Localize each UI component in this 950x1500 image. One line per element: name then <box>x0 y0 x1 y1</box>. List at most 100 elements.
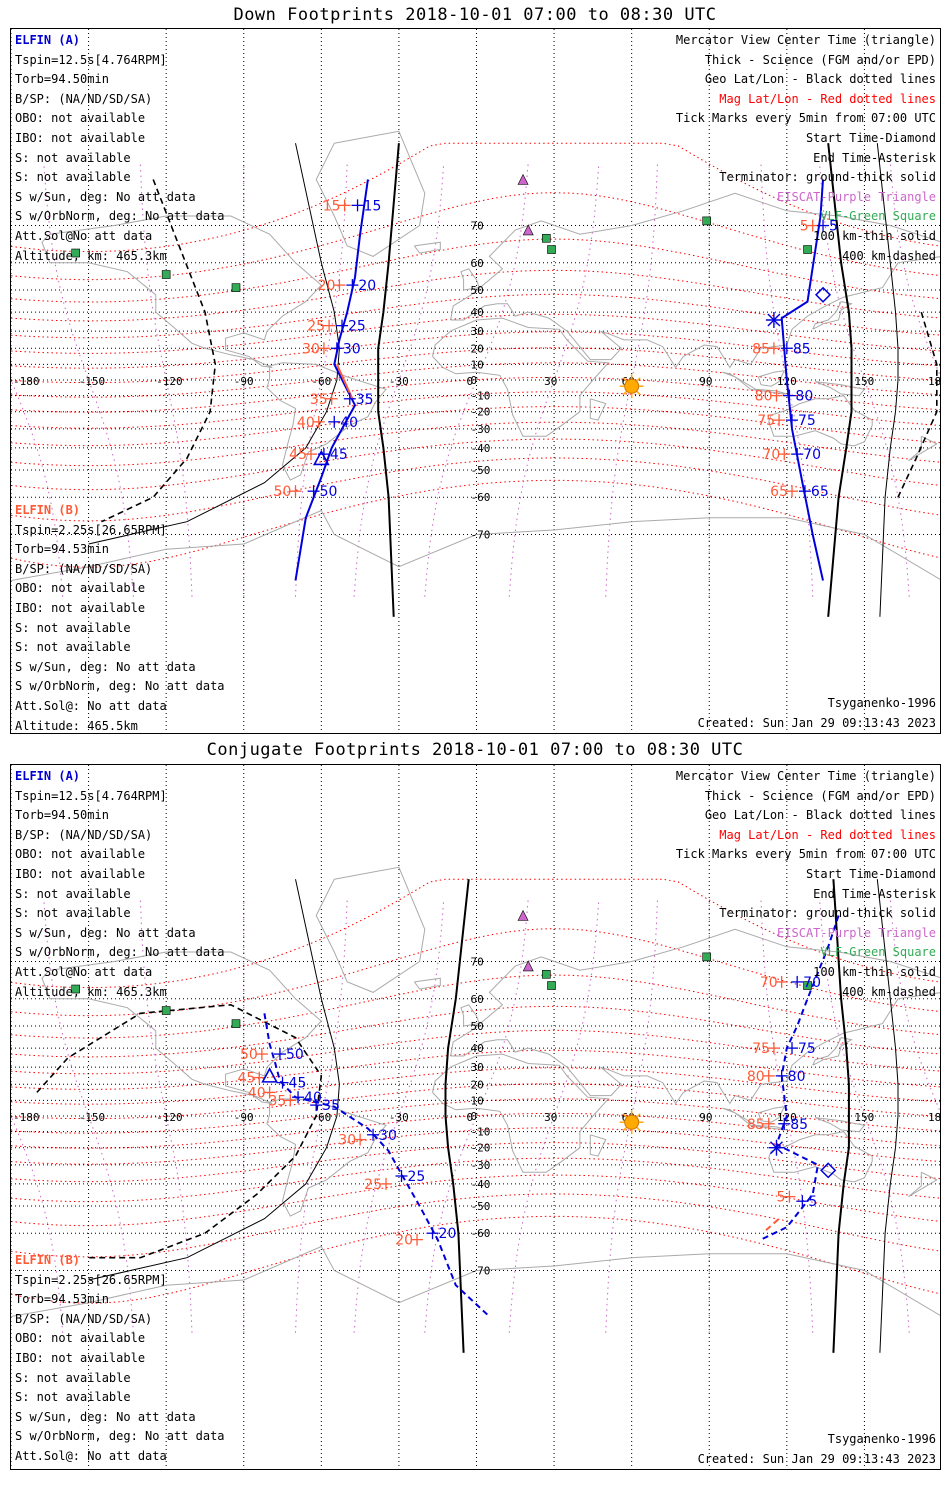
info-line: S: not available <box>15 170 131 185</box>
tick-label: 30 <box>379 1128 397 1144</box>
center-time-triangle-icon <box>261 1067 278 1083</box>
legend: Mercator View Center Time (triangle) Thic… <box>676 767 936 1002</box>
vlf-square-icon <box>547 245 556 254</box>
legend-item: 100 km-thin solid <box>813 964 936 979</box>
tick-label: 25 <box>348 319 366 335</box>
tick-label: 75 <box>752 1041 770 1057</box>
track-tick: 5 <box>817 219 838 235</box>
lat-tick-label: -20 <box>471 406 491 419</box>
legend-item: Mercator View Center Time (triangle) <box>675 769 936 783</box>
lat-tick-label: -50 <box>471 464 491 477</box>
tick-label: 85 <box>747 1117 765 1133</box>
created-label: Created: Sun Jan 29 09:13:43 2023 <box>697 715 936 730</box>
tick-label: 25 <box>408 1169 426 1185</box>
track-tick: 50 <box>273 1047 304 1063</box>
track-tick: 30 <box>302 341 330 357</box>
elfin-a-name: ELFIN (A) <box>15 769 81 783</box>
mag-lat-line <box>11 269 940 322</box>
tick-label: 25 <box>307 319 325 335</box>
coastline <box>432 1053 610 1173</box>
info-line: Altitude: 465.5km <box>15 1467 225 1470</box>
elfin-a-info: ELFIN (A) Tspin=12.5s[4.764RPM] Torb=94.5… <box>15 767 225 1002</box>
tick-label: 65 <box>770 484 788 500</box>
map-down-footprints: -180-150-120-90-60-300306090120150180706… <box>10 28 941 734</box>
track-tick: 30 <box>330 341 361 357</box>
track-tick: 45 <box>317 447 348 463</box>
mag-lat-line <box>11 238 940 303</box>
lon-tick-label: 30 <box>544 375 557 388</box>
coastline <box>315 130 426 257</box>
coastline <box>413 241 441 254</box>
lat-tick-label: 0 <box>471 1110 478 1123</box>
lon-tick-label: -120 <box>156 375 183 388</box>
track-tick: 50 <box>240 1047 268 1063</box>
tick-label: 15 <box>323 198 341 214</box>
terminator-400km-east <box>897 311 938 498</box>
track-tick: 75 <box>786 413 816 429</box>
track-tick: 25 <box>395 1169 426 1185</box>
sun-icon <box>619 1110 644 1135</box>
coastline <box>315 866 426 993</box>
info-line: Torb=94.53min <box>15 542 109 557</box>
coastline <box>589 398 607 421</box>
track-tick: 20 <box>426 1226 456 1242</box>
eiscat-triangle-icon <box>517 173 529 185</box>
info-line: Tspin=12.5s[4.764RPM] <box>15 788 167 803</box>
info-line: S: not available <box>15 1370 131 1385</box>
tick-label: 40 <box>340 415 358 431</box>
coastline <box>589 1134 607 1157</box>
track-tick: 80 <box>747 1069 775 1085</box>
vlf-square-icon <box>542 969 551 979</box>
terminator-ground <box>444 879 470 1353</box>
legend: Mercator View Center Time (triangle) Thic… <box>676 31 936 266</box>
info-line: S w/Sun, deg: No att data <box>15 659 196 674</box>
coastline <box>11 509 940 581</box>
elfin-a-track-west <box>294 179 369 581</box>
tick-label: 15 <box>364 198 382 214</box>
info-line: IBO: not available <box>15 1350 146 1365</box>
track-tick: 70 <box>760 975 788 991</box>
coastline <box>722 371 787 395</box>
info-line: OBO: not available <box>15 111 146 126</box>
legend-item: Mercator View Center Time (triangle) <box>675 33 936 47</box>
tick-label: 5 <box>776 1190 785 1206</box>
info-line: S: not available <box>15 886 131 901</box>
tick-label: 30 <box>338 1133 356 1149</box>
terminator <box>36 879 899 1353</box>
terminator-ground-east <box>832 879 850 1353</box>
track-tick: 80 <box>783 389 813 405</box>
track-tick: 85 <box>778 1117 808 1133</box>
end-asterisk-icon <box>768 1139 785 1156</box>
tick-label: 85 <box>752 341 770 357</box>
mag-lat-line <box>11 1157 940 1203</box>
info-line: OBO: not available <box>15 1331 146 1346</box>
info-line: S w/OrbNorm, deg: No att data <box>15 945 225 960</box>
track-tick: 85 <box>752 341 780 357</box>
center-time-triangle-icon <box>312 449 330 466</box>
elfin-b-name: ELFIN (B) <box>15 503 81 517</box>
lon-tick-label: -180 <box>13 1111 40 1124</box>
end-asterisk-icon <box>765 311 782 328</box>
terminator-100km <box>88 879 340 1281</box>
tick-label: 30 <box>302 341 320 357</box>
vlf-square-icon <box>803 981 812 990</box>
terminator-100km-east <box>876 879 899 1353</box>
axis-labels: -180-150-120-90-60-300306090120150180706… <box>13 220 940 542</box>
info-line: Tspin=2.25s[26.65RPM] <box>15 1272 167 1287</box>
track-tick: 25 <box>364 1177 392 1193</box>
elfin-a-track-east <box>760 915 840 1241</box>
track-tick: 45 <box>237 1071 266 1087</box>
elfin-a-lines: Tspin=12.5s[4.764RPM] Torb=94.50min B/SP: … <box>15 787 225 1003</box>
tick-label: 40 <box>304 1090 322 1106</box>
info-line: Altitude, km: 465.3km <box>15 248 167 263</box>
info-line: S: not available <box>15 620 131 635</box>
elfin-b-lines: Tspin=2.25s[26.65RPM] Torb=94.53min B/SP: … <box>15 521 225 733</box>
lon-tick-label: -90 <box>234 1111 254 1124</box>
lat-tick-label: -40 <box>471 1178 491 1191</box>
lon-tick-label: 150 <box>854 375 874 388</box>
legend-item: Geo Lat/Lon - Black dotted lines <box>704 808 936 823</box>
info-line: Torb=94.53min <box>15 1292 109 1307</box>
model-label: Tsyganenko-1996 <box>827 696 936 710</box>
legend-item: End Time-Asterisk <box>813 150 936 165</box>
info-line: S w/OrbNorm, deg: No att data <box>15 679 225 694</box>
